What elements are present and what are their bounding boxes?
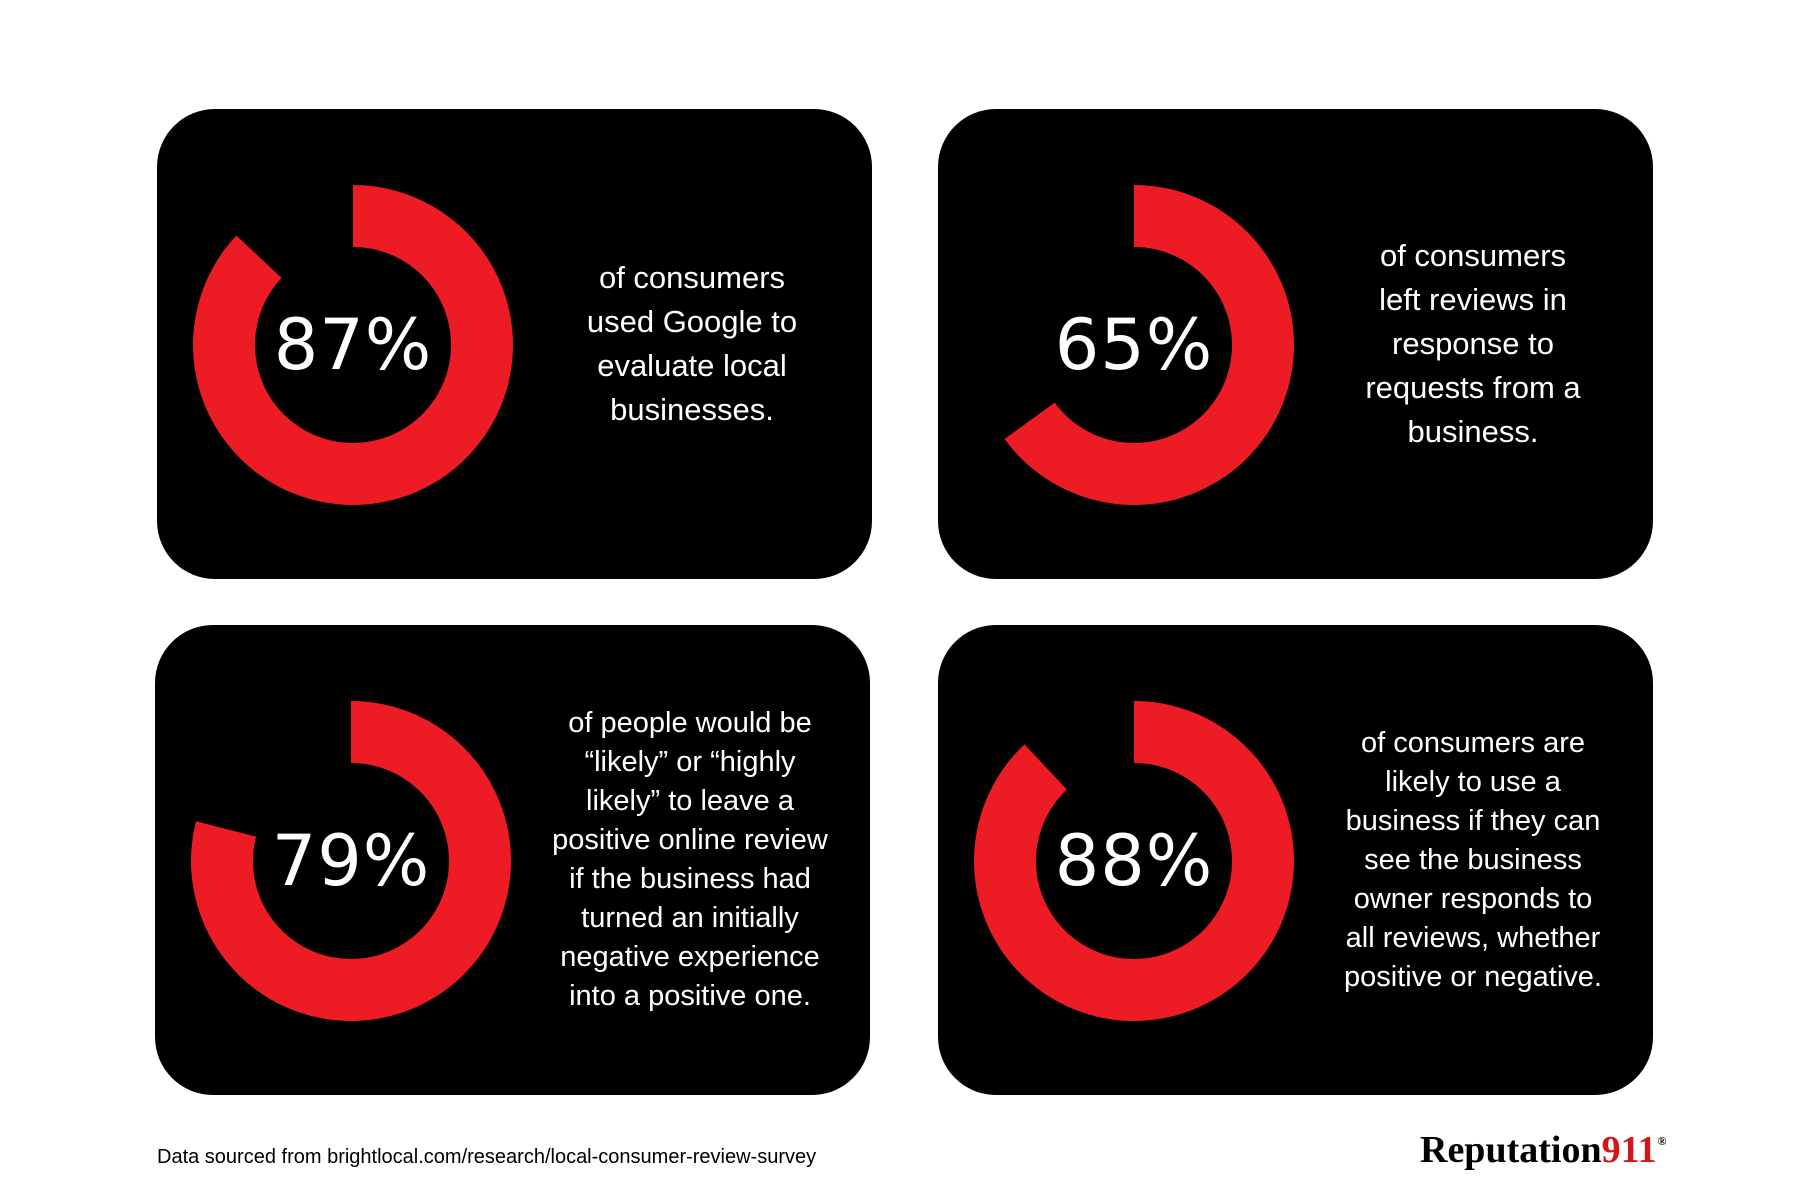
percentage-label: 79%	[271, 820, 431, 902]
description-line: business.	[1407, 414, 1539, 449]
description-line: likely to use a	[1385, 765, 1561, 798]
percentage-label: 65%	[1054, 304, 1214, 386]
description-line: of consumers are	[1360, 726, 1586, 759]
registered-mark: ®	[1657, 1134, 1667, 1148]
description-line: if the business had	[569, 863, 811, 895]
percentage-label: 87%	[273, 304, 433, 386]
description-line: positive or negative.	[1344, 960, 1602, 993]
description-line: likely” to leave a	[586, 785, 794, 817]
data-source-note: Data sourced from brightlocal.com/resear…	[157, 1146, 817, 1168]
description-line: requests from a	[1365, 370, 1581, 405]
donut-svg	[1004, 185, 1294, 505]
description-line: all reviews, whether	[1345, 921, 1601, 954]
donut-chart: 87%	[193, 185, 513, 505]
description-line: used Google to	[586, 304, 798, 339]
reputation911-logo: Reputation911®	[1420, 1128, 1666, 1172]
donut-arc	[1004, 185, 1294, 505]
description-line: “likely” or “highly	[584, 746, 796, 778]
percentage-label: 88%	[1054, 820, 1214, 902]
description-line: left reviews in	[1379, 282, 1567, 317]
stat-card-owner-responds: 88% of consumers are likely to use a bus…	[938, 625, 1653, 1095]
description-line: into a positive one.	[569, 980, 811, 1012]
description-line: of consumers	[1379, 238, 1567, 273]
description-line: businesses.	[610, 392, 774, 427]
stat-card-google: 87% of consumers used Google to evaluate…	[157, 109, 872, 579]
stat-description: of consumers are likely to use a busines…	[1308, 625, 1638, 1095]
donut-svg	[193, 185, 513, 505]
stat-card-positive-review: 79% of people would be “likely” or “high…	[155, 625, 870, 1095]
donut-svg	[974, 701, 1294, 1021]
donut-arc	[191, 701, 511, 1021]
stat-description: of consumers used Google to evaluate loc…	[527, 109, 857, 579]
description-line: turned an initially	[581, 902, 799, 934]
donut-chart: 65%	[974, 185, 1294, 505]
stat-card-left-reviews: 65% of consumers left reviews in respons…	[938, 109, 1653, 579]
donut-chart: 88%	[974, 701, 1294, 1021]
stat-description: of people would be “likely” or “highly l…	[525, 625, 855, 1095]
description-line: of people would be	[568, 707, 812, 739]
donut-arc	[193, 185, 513, 505]
description-line: business if they can	[1345, 804, 1601, 837]
donut-chart: 79%	[191, 701, 511, 1021]
description-line: owner responds to	[1353, 882, 1593, 915]
donut-arc	[974, 701, 1294, 1021]
description-line: evaluate local	[597, 348, 787, 383]
description-line: of consumers	[598, 260, 786, 295]
logo-word: Reputation	[1420, 1129, 1602, 1171]
donut-svg	[191, 701, 511, 1021]
description-line: response to	[1392, 326, 1554, 361]
description-line: see the business	[1364, 843, 1582, 876]
stat-description: of consumers left reviews in response to…	[1308, 109, 1638, 579]
description-line: positive online review	[552, 824, 828, 856]
logo-number: 911	[1601, 1129, 1657, 1171]
description-line: negative experience	[560, 941, 820, 973]
